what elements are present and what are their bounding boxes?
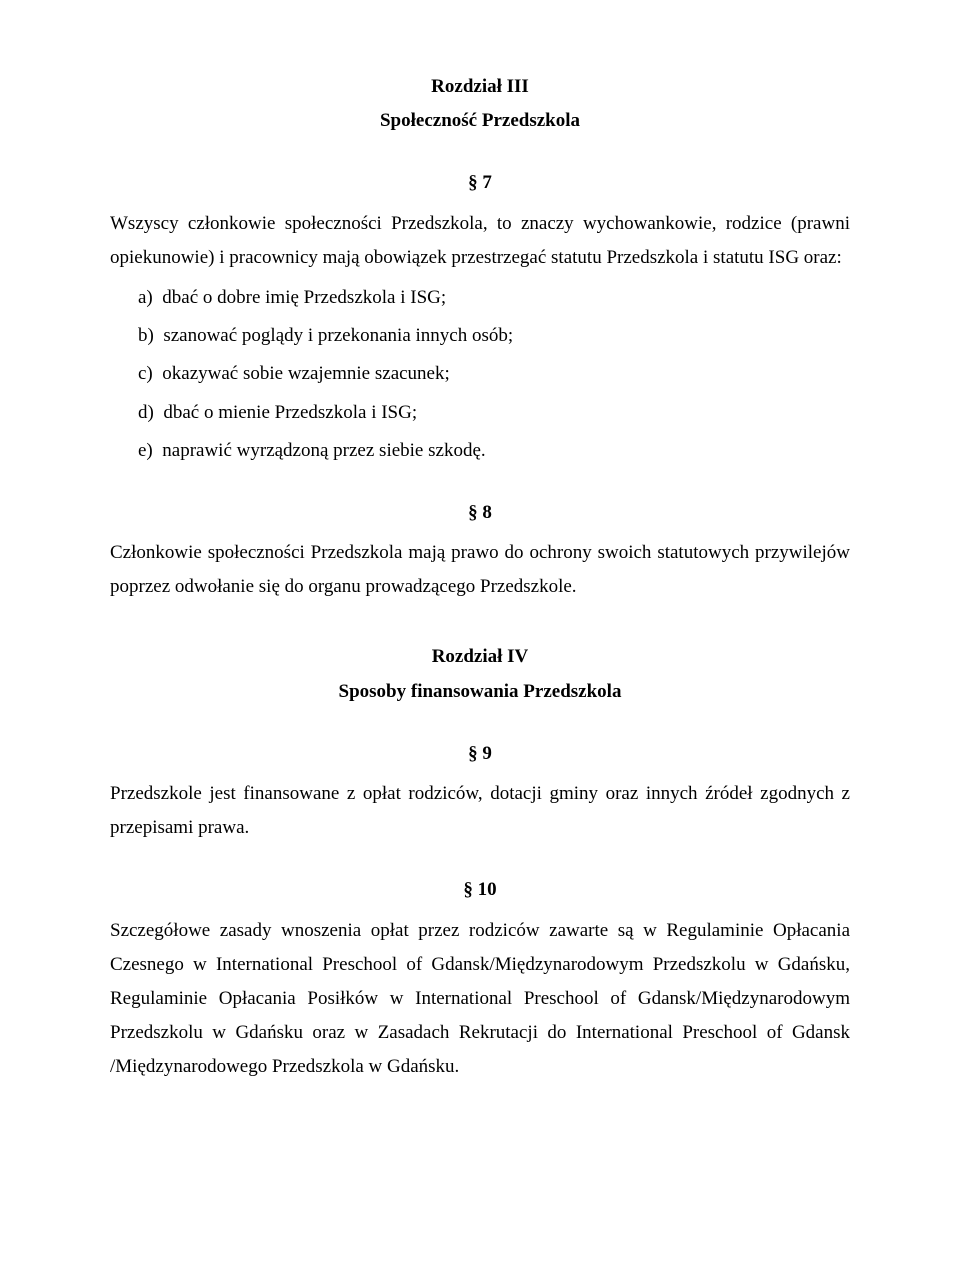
section-8-body: Członkowie społeczności Przedszkola mają… [110,536,850,604]
list-text: okazywać sobie wzajemnie szacunek; [162,363,450,384]
list-text: szanować poglądy i przekonania innych os… [163,325,513,346]
list-text: dbać o dobre imię Przedszkola i ISG; [162,287,446,308]
list-marker: c) [138,363,153,384]
list-item: a) dbać o dobre imię Przedszkola i ISG; [110,281,850,315]
list-item: d) dbać o mienie Przedszkola i ISG; [110,396,850,430]
section-7-number: § 7 [110,166,850,200]
section-8-number: § 8 [110,496,850,530]
chapter-4-heading: Rozdział IV [110,640,850,674]
chapter-3-subheading: Społeczność Przedszkola [110,104,850,138]
list-marker: e) [138,440,153,461]
section-7-list: a) dbać o dobre imię Przedszkola i ISG; … [110,281,850,468]
list-item: c) okazywać sobie wzajemnie szacunek; [110,357,850,391]
section-10-body: Szczegółowe zasady wnoszenia opłat przez… [110,914,850,1085]
section-10-number: § 10 [110,873,850,907]
list-marker: a) [138,287,153,308]
document-page: Rozdział III Społeczność Przedszkola § 7… [0,0,960,1287]
list-item: e) naprawić wyrządzoną przez siebie szko… [110,434,850,468]
list-marker: d) [138,402,154,423]
section-7-intro: Wszyscy członkowie społeczności Przedszk… [110,207,850,275]
list-text: dbać o mienie Przedszkola i ISG; [163,402,417,423]
list-item: b) szanować poglądy i przekonania innych… [110,319,850,353]
section-9-number: § 9 [110,737,850,771]
chapter-4-subheading: Sposoby finansowania Przedszkola [110,675,850,709]
list-marker: b) [138,325,154,346]
list-text: naprawić wyrządzoną przez siebie szkodę. [162,440,485,461]
chapter-3-heading: Rozdział III [110,70,850,104]
section-9-body: Przedszkole jest finansowane z opłat rod… [110,777,850,845]
